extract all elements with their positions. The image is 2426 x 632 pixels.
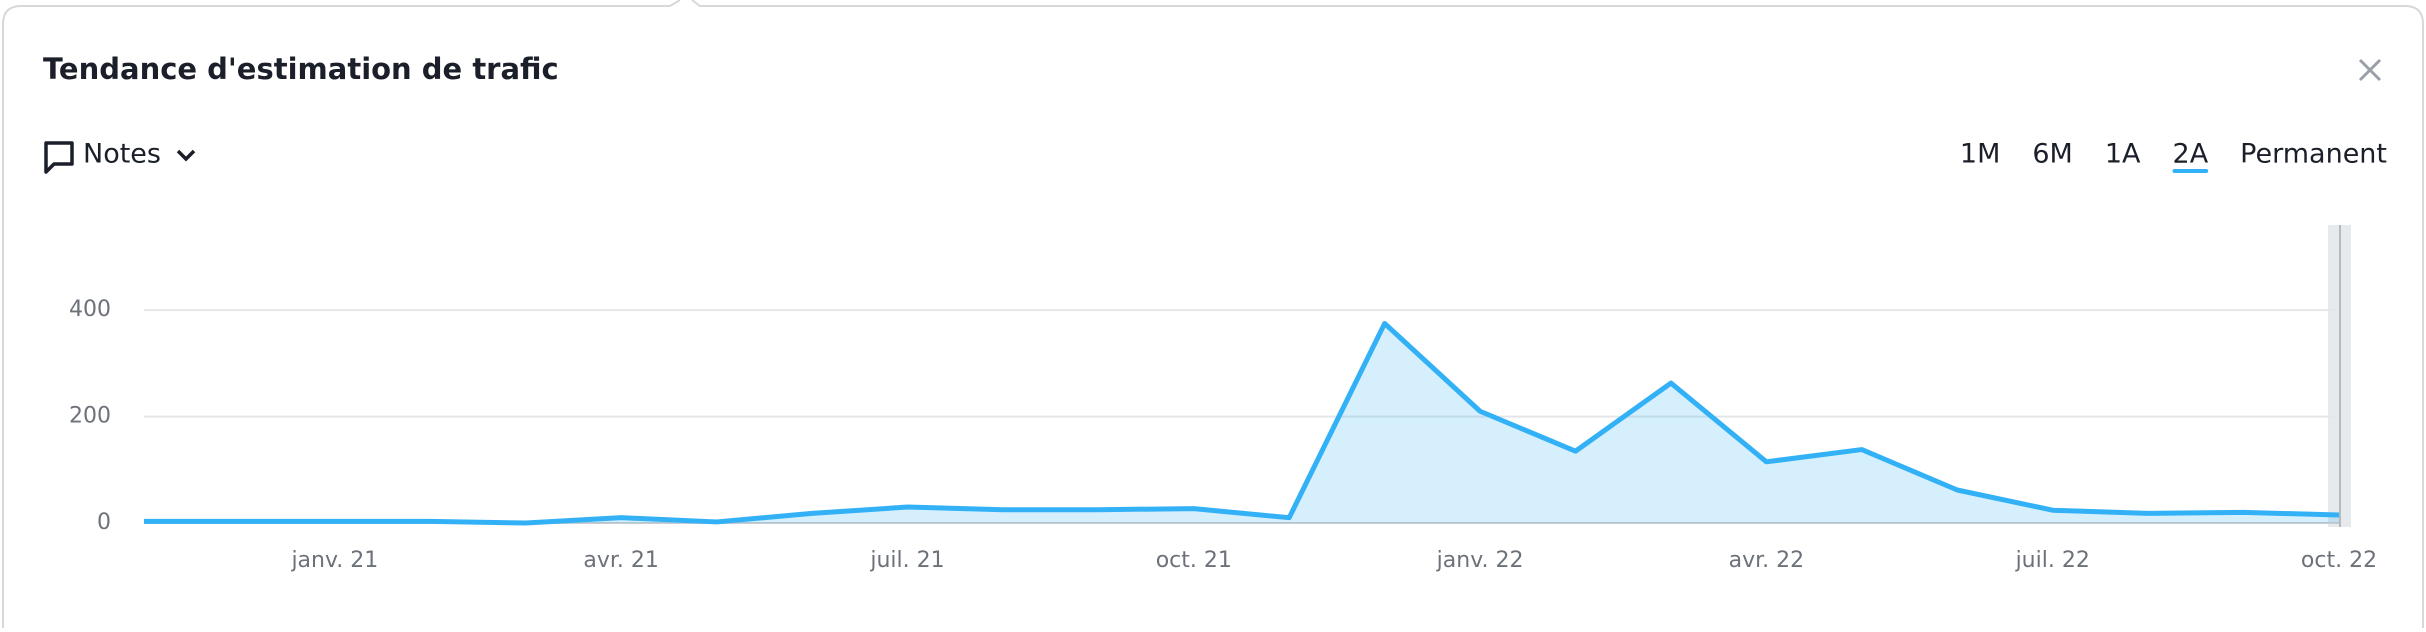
x-tick-label: oct. 21	[1156, 548, 1232, 573]
notes-button[interactable]: Notes	[44, 139, 196, 174]
x-tick-label: juil. 22	[2015, 548, 2090, 573]
x-tick-label: janv. 21	[290, 548, 378, 573]
area	[144, 323, 2339, 523]
x-tick-label: oct. 22	[2301, 548, 2377, 573]
active-underline	[2172, 169, 2209, 173]
x-tick-label: avr. 22	[1729, 548, 1805, 573]
y-tick-label: 200	[69, 404, 111, 429]
line	[144, 320, 2340, 526]
x-tick-label: avr. 21	[583, 548, 659, 573]
notes-label: Notes	[83, 139, 161, 170]
close-button[interactable]	[2358, 58, 2382, 82]
period-button[interactable]: 1M	[1960, 139, 2000, 170]
x-tick-label: janv. 22	[1436, 548, 1524, 573]
x-tick-label: juil. 21	[869, 548, 944, 573]
period-button[interactable]: 1A	[2105, 139, 2141, 170]
chart-title: Tendance d'estimation de trafic	[43, 52, 559, 86]
chevron	[176, 149, 196, 162]
y-tick-label: 400	[69, 297, 111, 322]
period-button[interactable]: Permanent	[2240, 139, 2387, 170]
notes-icon	[44, 141, 74, 174]
y-tick-label: 0	[97, 510, 111, 535]
period-button[interactable]: 2A	[2173, 139, 2209, 170]
period-button[interactable]: 6M	[2032, 139, 2072, 170]
